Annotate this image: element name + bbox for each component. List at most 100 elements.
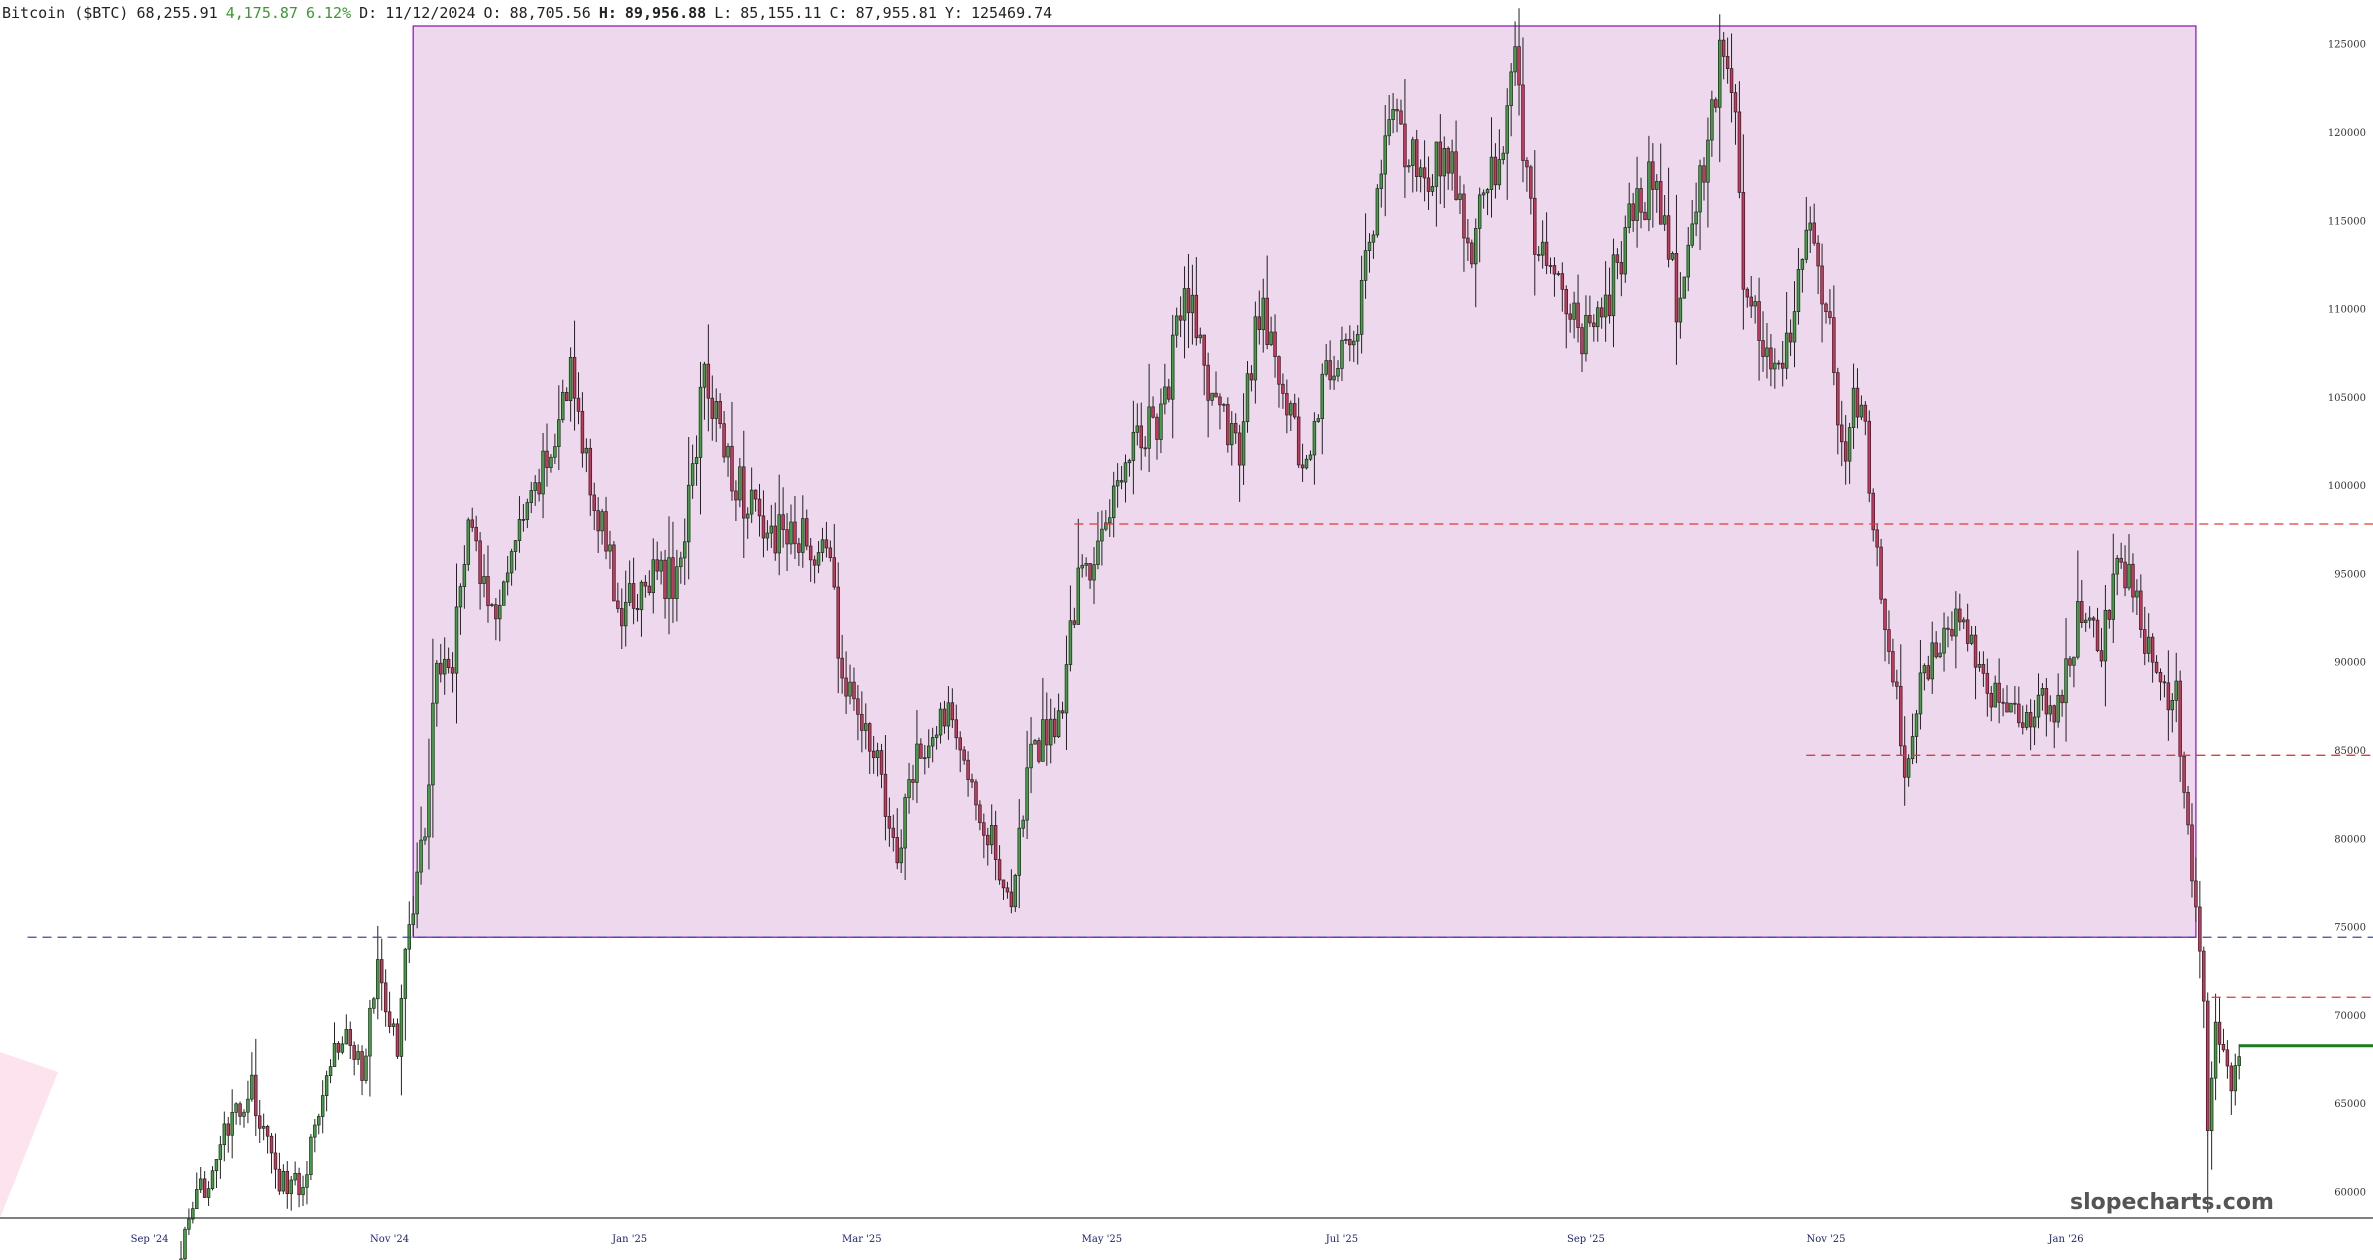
candle [871, 735, 876, 774]
candle [348, 1021, 352, 1060]
candle-body-down [844, 677, 848, 697]
candle-body-up [2048, 705, 2053, 715]
candle-body-up [1784, 332, 1789, 369]
candle-body-up [899, 847, 903, 864]
candle-body-up [1332, 375, 1336, 381]
candle-body-up [183, 1228, 187, 1260]
candle-body-down [2154, 661, 2159, 673]
candle [576, 372, 581, 425]
candle [1454, 120, 1458, 201]
candle-body-down [631, 583, 636, 609]
candle-body-down [1249, 373, 1254, 381]
candle-body-up [683, 541, 687, 559]
candle-body-up [608, 544, 612, 552]
candle-body-down [1088, 563, 1092, 581]
candle [655, 541, 659, 581]
candle-body-up [1068, 620, 1073, 665]
candle-body-down [974, 781, 978, 806]
candle-body-down [2123, 561, 2127, 589]
candle [1942, 612, 1946, 672]
candle-body-down [1052, 718, 1057, 738]
candle [2213, 993, 2218, 1101]
candle [183, 1226, 187, 1260]
candle-body-down [730, 445, 734, 492]
candle [395, 1018, 400, 1059]
candle-body-up [745, 513, 750, 519]
candle-body-down [1296, 416, 1301, 466]
candle [643, 575, 648, 598]
candle [1607, 267, 1612, 324]
candle-body-down [1395, 109, 1399, 112]
candle-body-down [1607, 294, 1612, 317]
candle-body-up [1796, 269, 1801, 312]
candle-body-up [1056, 710, 1061, 738]
candle-body-down [336, 1043, 341, 1053]
candle [1277, 355, 1281, 408]
candle [651, 538, 655, 614]
candle [1060, 701, 1065, 719]
candle-body-down [1426, 177, 1431, 192]
candle [675, 549, 679, 622]
candle-body-up [1170, 334, 1175, 400]
candle [1733, 84, 1738, 145]
candle [663, 549, 667, 619]
candle [2095, 607, 2100, 653]
candle [875, 742, 880, 777]
candle-body-up [568, 357, 573, 402]
candle [1902, 716, 1907, 806]
candle [317, 1113, 321, 1135]
candle [285, 1161, 290, 1209]
candle [1887, 610, 1891, 665]
candle [2099, 627, 2104, 668]
candle-body-down [2017, 703, 2021, 724]
candle-body-up [1977, 664, 1982, 668]
candle [1769, 333, 1773, 387]
candle [2221, 1028, 2226, 1053]
candle-body-down [1422, 167, 1427, 179]
candle-body-down [1599, 307, 1604, 318]
candle-body-up [1355, 333, 1360, 342]
candle-body-up [442, 658, 447, 675]
candle-body-down [383, 982, 388, 1013]
candle [1879, 538, 1883, 604]
price-change-pct: 6.12% [305, 4, 352, 22]
candle [320, 1080, 325, 1134]
candle [387, 991, 392, 1034]
candle-body-up [1505, 105, 1509, 154]
candle-body-down [202, 1178, 207, 1198]
candle-body-down [1300, 464, 1305, 469]
candle [572, 320, 577, 431]
candle [1316, 414, 1321, 423]
ohlc-header: Bitcoin ($BTC) 68,255.91 4,175.87 6.12% D: 11… [0, 0, 2373, 26]
candle-body-down [805, 518, 809, 547]
candle-body-up [1363, 250, 1368, 281]
candle-body-up [261, 1126, 266, 1129]
candle-body-up [1489, 156, 1494, 190]
range-box [412, 25, 2197, 938]
candle-body-down [1233, 423, 1238, 434]
candle [1021, 815, 1025, 838]
candle-body-up [915, 743, 919, 783]
candle-body-up [529, 490, 533, 503]
candle-body-down [1840, 424, 1844, 443]
candle [730, 401, 734, 501]
candle [383, 969, 388, 1027]
candle [2146, 613, 2151, 663]
candle-body-down [2190, 824, 2194, 882]
candle [812, 555, 817, 584]
candle-body-up [816, 552, 821, 566]
candle-body-up [324, 1075, 329, 1096]
candle-body-down [1139, 425, 1143, 449]
candle-body-down [592, 494, 596, 511]
candle [738, 457, 742, 508]
candle [2001, 688, 2005, 717]
candle [1985, 658, 1990, 717]
candle-body-down [1348, 339, 1352, 346]
candle [328, 1059, 333, 1084]
candle-body-down [781, 514, 785, 531]
candle [498, 589, 502, 642]
candle [1635, 156, 1639, 248]
candle-body-down [1517, 46, 1521, 86]
candle [1253, 301, 1258, 404]
